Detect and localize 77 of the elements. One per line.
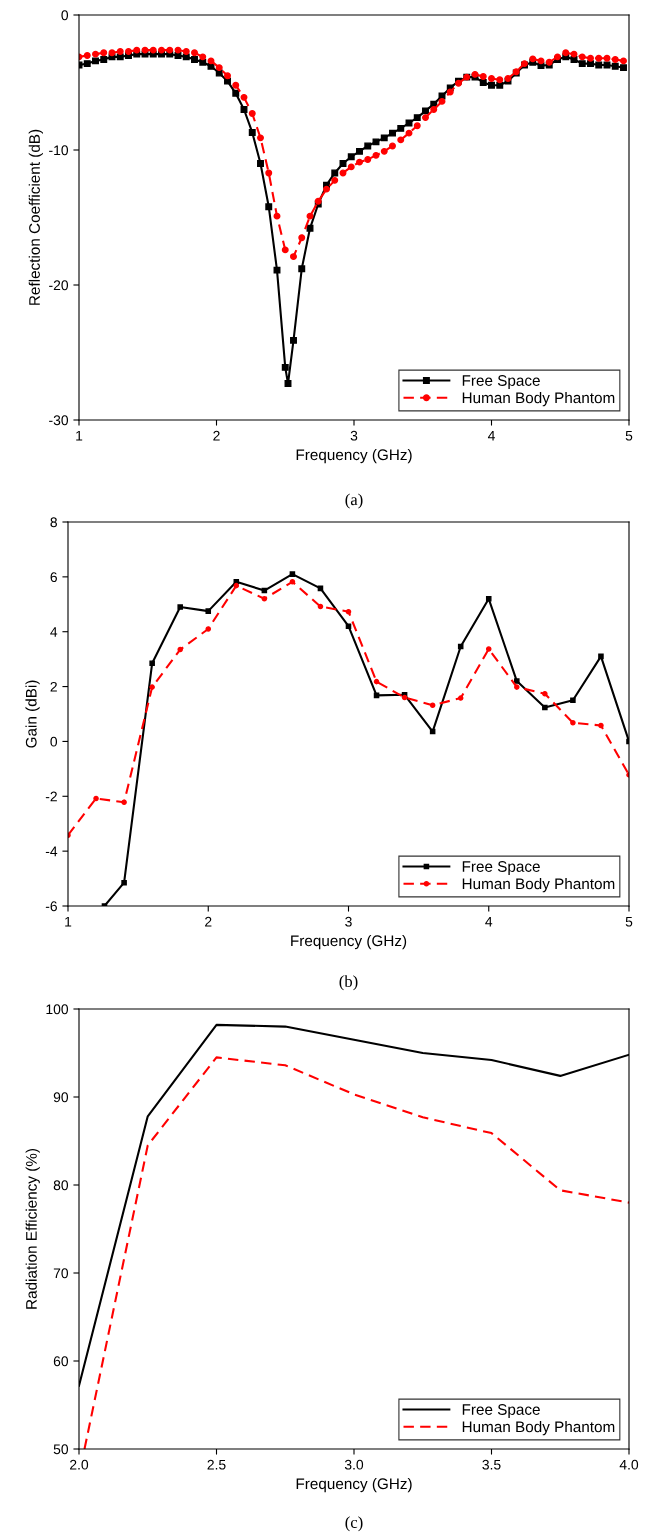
point bbox=[93, 795, 99, 802]
y-tick-label: 50 bbox=[53, 1444, 69, 1455]
text: (a) bbox=[345, 493, 363, 509]
y-tick-label: -10 bbox=[49, 145, 69, 156]
x-tick-label: 2 bbox=[205, 916, 212, 927]
y-tick-label: 2 bbox=[50, 681, 57, 692]
x-tick-label: 3 bbox=[350, 430, 358, 441]
point bbox=[205, 626, 212, 632]
text: (b) bbox=[339, 975, 358, 991]
point bbox=[345, 623, 352, 630]
y-tick-label: 0 bbox=[50, 736, 58, 747]
y-tick-label: 6 bbox=[50, 572, 57, 583]
point bbox=[149, 660, 155, 667]
point bbox=[121, 879, 127, 886]
x-tick-label: 5 bbox=[625, 430, 633, 441]
point bbox=[177, 646, 183, 653]
x-axis-title: Frequency (GHz) bbox=[296, 1477, 412, 1493]
y-axis-title: Radiation Efficiency (%) bbox=[25, 1148, 40, 1309]
x-tick-label: 4 bbox=[485, 916, 493, 927]
point bbox=[485, 596, 492, 602]
y-tick-label: -6 bbox=[45, 901, 57, 912]
x-tick-label: 4.0 bbox=[619, 1459, 639, 1470]
y-tick-label: 0 bbox=[61, 10, 69, 21]
y-tick-label: -2 bbox=[45, 791, 57, 802]
point bbox=[149, 684, 155, 690]
point bbox=[121, 799, 127, 806]
point bbox=[289, 579, 296, 585]
point bbox=[598, 722, 604, 729]
x-tick-label: 5 bbox=[625, 916, 633, 927]
point bbox=[345, 608, 352, 615]
legend-label: Human Body Phantom bbox=[462, 1421, 615, 1436]
x-tick-label: 1 bbox=[65, 916, 72, 927]
y-tick-label: 4 bbox=[50, 627, 58, 637]
y-tick-label: -20 bbox=[49, 280, 69, 291]
point bbox=[542, 690, 548, 697]
legend-label: Human Body Phantom bbox=[462, 878, 615, 893]
x-tick-label: 3.5 bbox=[482, 1459, 501, 1470]
y-tick-label: -4 bbox=[45, 846, 58, 857]
x-tick-label: 3 bbox=[345, 916, 352, 927]
point bbox=[205, 608, 212, 614]
point bbox=[542, 704, 548, 711]
legend-label: Free Space bbox=[462, 861, 540, 875]
x-tick-label: 2 bbox=[213, 430, 220, 441]
point bbox=[317, 603, 324, 610]
x-axis-title: Frequency (GHz) bbox=[296, 448, 412, 464]
point bbox=[233, 582, 240, 589]
y-tick-label: 70 bbox=[53, 1268, 69, 1279]
y-tick-label: 100 bbox=[46, 1004, 69, 1015]
point bbox=[570, 719, 576, 726]
y-tick-label: 80 bbox=[53, 1180, 69, 1191]
x-tick-label: 1 bbox=[76, 430, 83, 441]
y-axis-title: Reflection Coefficient (dB) bbox=[28, 129, 43, 305]
point bbox=[289, 571, 296, 577]
x-axis-title: Frequency (GHz) bbox=[291, 934, 407, 950]
point bbox=[261, 596, 268, 602]
y-tick-label: 8 bbox=[50, 517, 57, 528]
x-tick-label: 2.5 bbox=[207, 1459, 226, 1470]
text: (c) bbox=[345, 1516, 363, 1532]
point bbox=[373, 678, 380, 685]
point bbox=[457, 695, 464, 701]
point bbox=[177, 604, 183, 610]
legend-label: Free Space bbox=[462, 375, 540, 389]
x-tick-label: 4 bbox=[487, 430, 495, 441]
x-tick-label: 3.0 bbox=[344, 1459, 364, 1470]
y-tick-label: -30 bbox=[49, 415, 69, 426]
point bbox=[514, 678, 520, 684]
y-axis-title: Gain (dBi) bbox=[25, 680, 40, 748]
point bbox=[598, 653, 604, 660]
point bbox=[514, 684, 520, 690]
point bbox=[485, 646, 492, 652]
x-tick-label: 2.0 bbox=[70, 1459, 89, 1470]
legend-label: Human Body Phantom bbox=[462, 392, 615, 407]
point bbox=[570, 697, 576, 704]
point bbox=[429, 702, 436, 709]
legend-label: Free Space bbox=[462, 1404, 540, 1418]
y-tick-label: 90 bbox=[53, 1092, 69, 1103]
y-tick-label: 60 bbox=[53, 1356, 69, 1367]
